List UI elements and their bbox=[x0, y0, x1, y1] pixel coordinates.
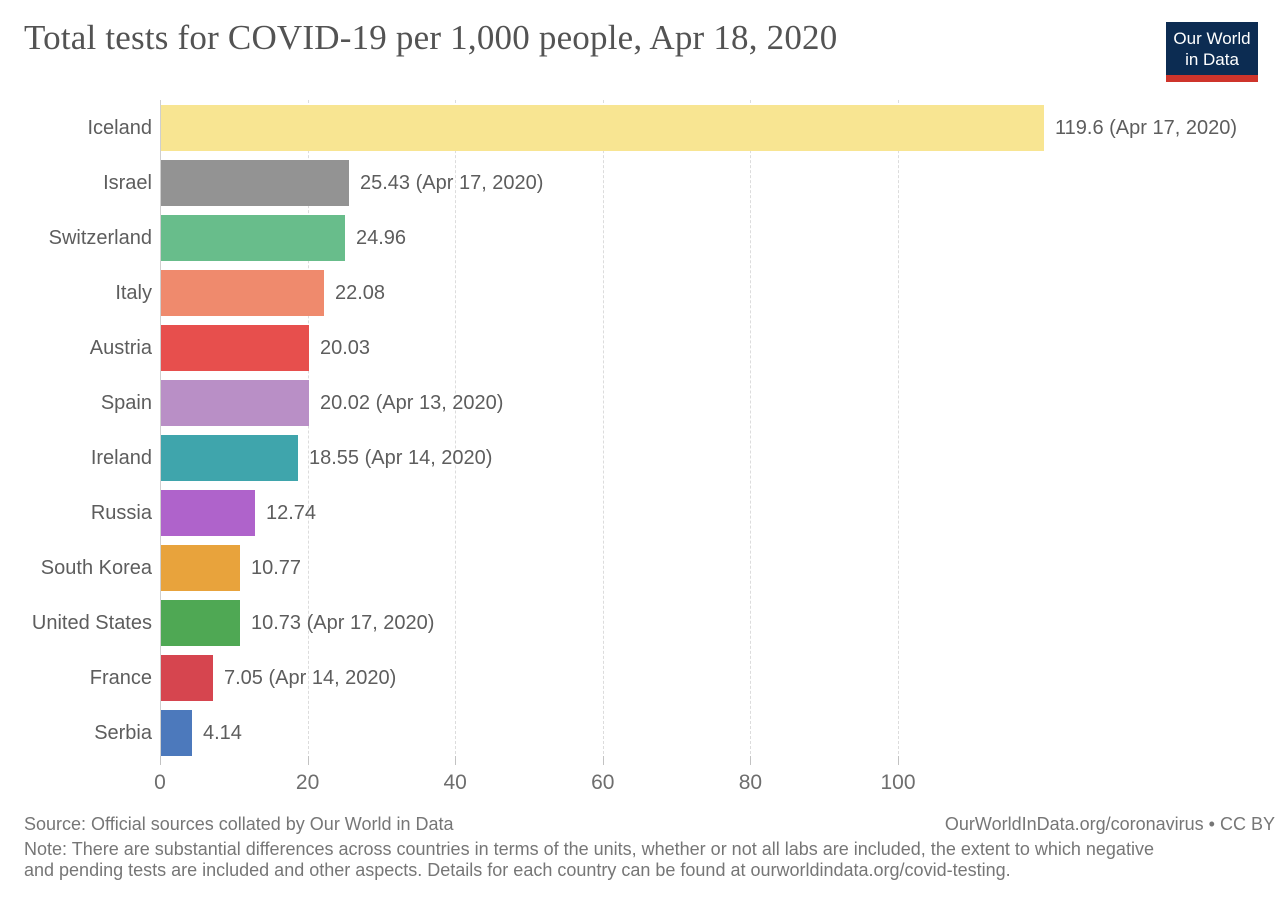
country-label-france: France bbox=[89, 667, 152, 689]
value-label-russia: 12.74 bbox=[266, 502, 317, 524]
value-label-ireland: 18.55 (Apr 14, 2020) bbox=[309, 447, 493, 469]
bar-france[interactable] bbox=[161, 655, 213, 701]
country-label-israel: Israel bbox=[103, 172, 152, 194]
bar-serbia[interactable] bbox=[161, 710, 192, 756]
owid-credit-link[interactable]: OurWorldInData.org/coronavirus • CC BY bbox=[944, 814, 1275, 834]
country-label-ireland: Ireland bbox=[90, 447, 152, 469]
country-label-south-korea: South Korea bbox=[40, 557, 152, 579]
x-tick-label-0: 0 bbox=[154, 771, 166, 794]
x-tick-label-100: 100 bbox=[880, 771, 916, 794]
value-label-france: 7.05 (Apr 14, 2020) bbox=[224, 667, 397, 689]
country-label-russia: Russia bbox=[90, 502, 152, 524]
value-label-israel: 25.43 (Apr 17, 2020) bbox=[360, 172, 544, 194]
note-text-line1: Note: There are substantial differences … bbox=[24, 839, 1154, 859]
owid-logo-line1: Our World bbox=[1173, 29, 1251, 48]
x-tick-mark-40 bbox=[455, 756, 457, 765]
source-text: Source: Official sources collated by Our… bbox=[24, 814, 454, 834]
country-label-united-states: United States bbox=[31, 612, 152, 634]
bar-iceland[interactable] bbox=[161, 105, 1044, 151]
gridline-100 bbox=[898, 100, 899, 764]
value-label-south-korea: 10.77 bbox=[251, 557, 302, 579]
value-label-united-states: 10.73 (Apr 17, 2020) bbox=[251, 612, 435, 634]
x-tick-mark-60 bbox=[602, 756, 604, 765]
bar-austria[interactable] bbox=[161, 325, 309, 371]
value-label-switzerland: 24.96 bbox=[356, 227, 407, 249]
y-axis-line bbox=[160, 100, 161, 764]
gridline-60 bbox=[602, 100, 604, 764]
bar-ireland[interactable] bbox=[161, 435, 298, 481]
value-label-spain: 20.02 (Apr 13, 2020) bbox=[320, 392, 504, 414]
country-label-iceland: Iceland bbox=[87, 117, 153, 139]
owid-logo-line2: in Data bbox=[1185, 50, 1239, 69]
country-label-switzerland: Switzerland bbox=[48, 227, 152, 249]
country-label-spain: Spain bbox=[100, 392, 152, 414]
bar-israel[interactable] bbox=[161, 160, 349, 206]
country-label-austria: Austria bbox=[89, 337, 152, 359]
note-text-line2: and pending tests are included and other… bbox=[24, 860, 1011, 880]
x-tick-mark-80 bbox=[750, 756, 752, 765]
value-label-austria: 20.03 bbox=[320, 337, 371, 359]
x-tick-mark-100 bbox=[898, 756, 899, 765]
value-label-iceland: 119.6 (Apr 17, 2020) bbox=[1055, 117, 1237, 139]
bar-chart: 0 20 40 60 80 100 Iceland 119.6 (Apr 17, 2020) I… bbox=[0, 100, 1280, 804]
bar-switzerland[interactable] bbox=[161, 215, 345, 261]
country-label-italy: Italy bbox=[115, 282, 152, 304]
x-tick-mark-20 bbox=[307, 756, 309, 765]
x-tick-label-80: 80 bbox=[738, 771, 763, 794]
value-label-italy: 22.08 bbox=[335, 282, 386, 304]
gridline-20 bbox=[307, 100, 309, 764]
x-tick-mark-0 bbox=[160, 756, 161, 765]
owid-logo: Our World in Data bbox=[1166, 22, 1258, 82]
page-title: Total tests for COVID-19 per 1,000 peopl… bbox=[24, 18, 838, 57]
country-label-serbia: Serbia bbox=[94, 722, 152, 744]
gridline-40 bbox=[455, 100, 457, 764]
x-tick-label-40: 40 bbox=[443, 771, 467, 794]
x-tick-label-20: 20 bbox=[295, 771, 320, 794]
bar-russia[interactable] bbox=[161, 490, 255, 536]
bar-spain[interactable] bbox=[161, 380, 309, 426]
bar-south-korea[interactable] bbox=[161, 545, 240, 591]
bar-italy[interactable] bbox=[161, 270, 324, 316]
value-label-serbia: 4.14 bbox=[203, 722, 242, 744]
gridline-80 bbox=[750, 100, 752, 764]
bar-united-states[interactable] bbox=[161, 600, 240, 646]
x-tick-label-60: 60 bbox=[591, 771, 615, 794]
